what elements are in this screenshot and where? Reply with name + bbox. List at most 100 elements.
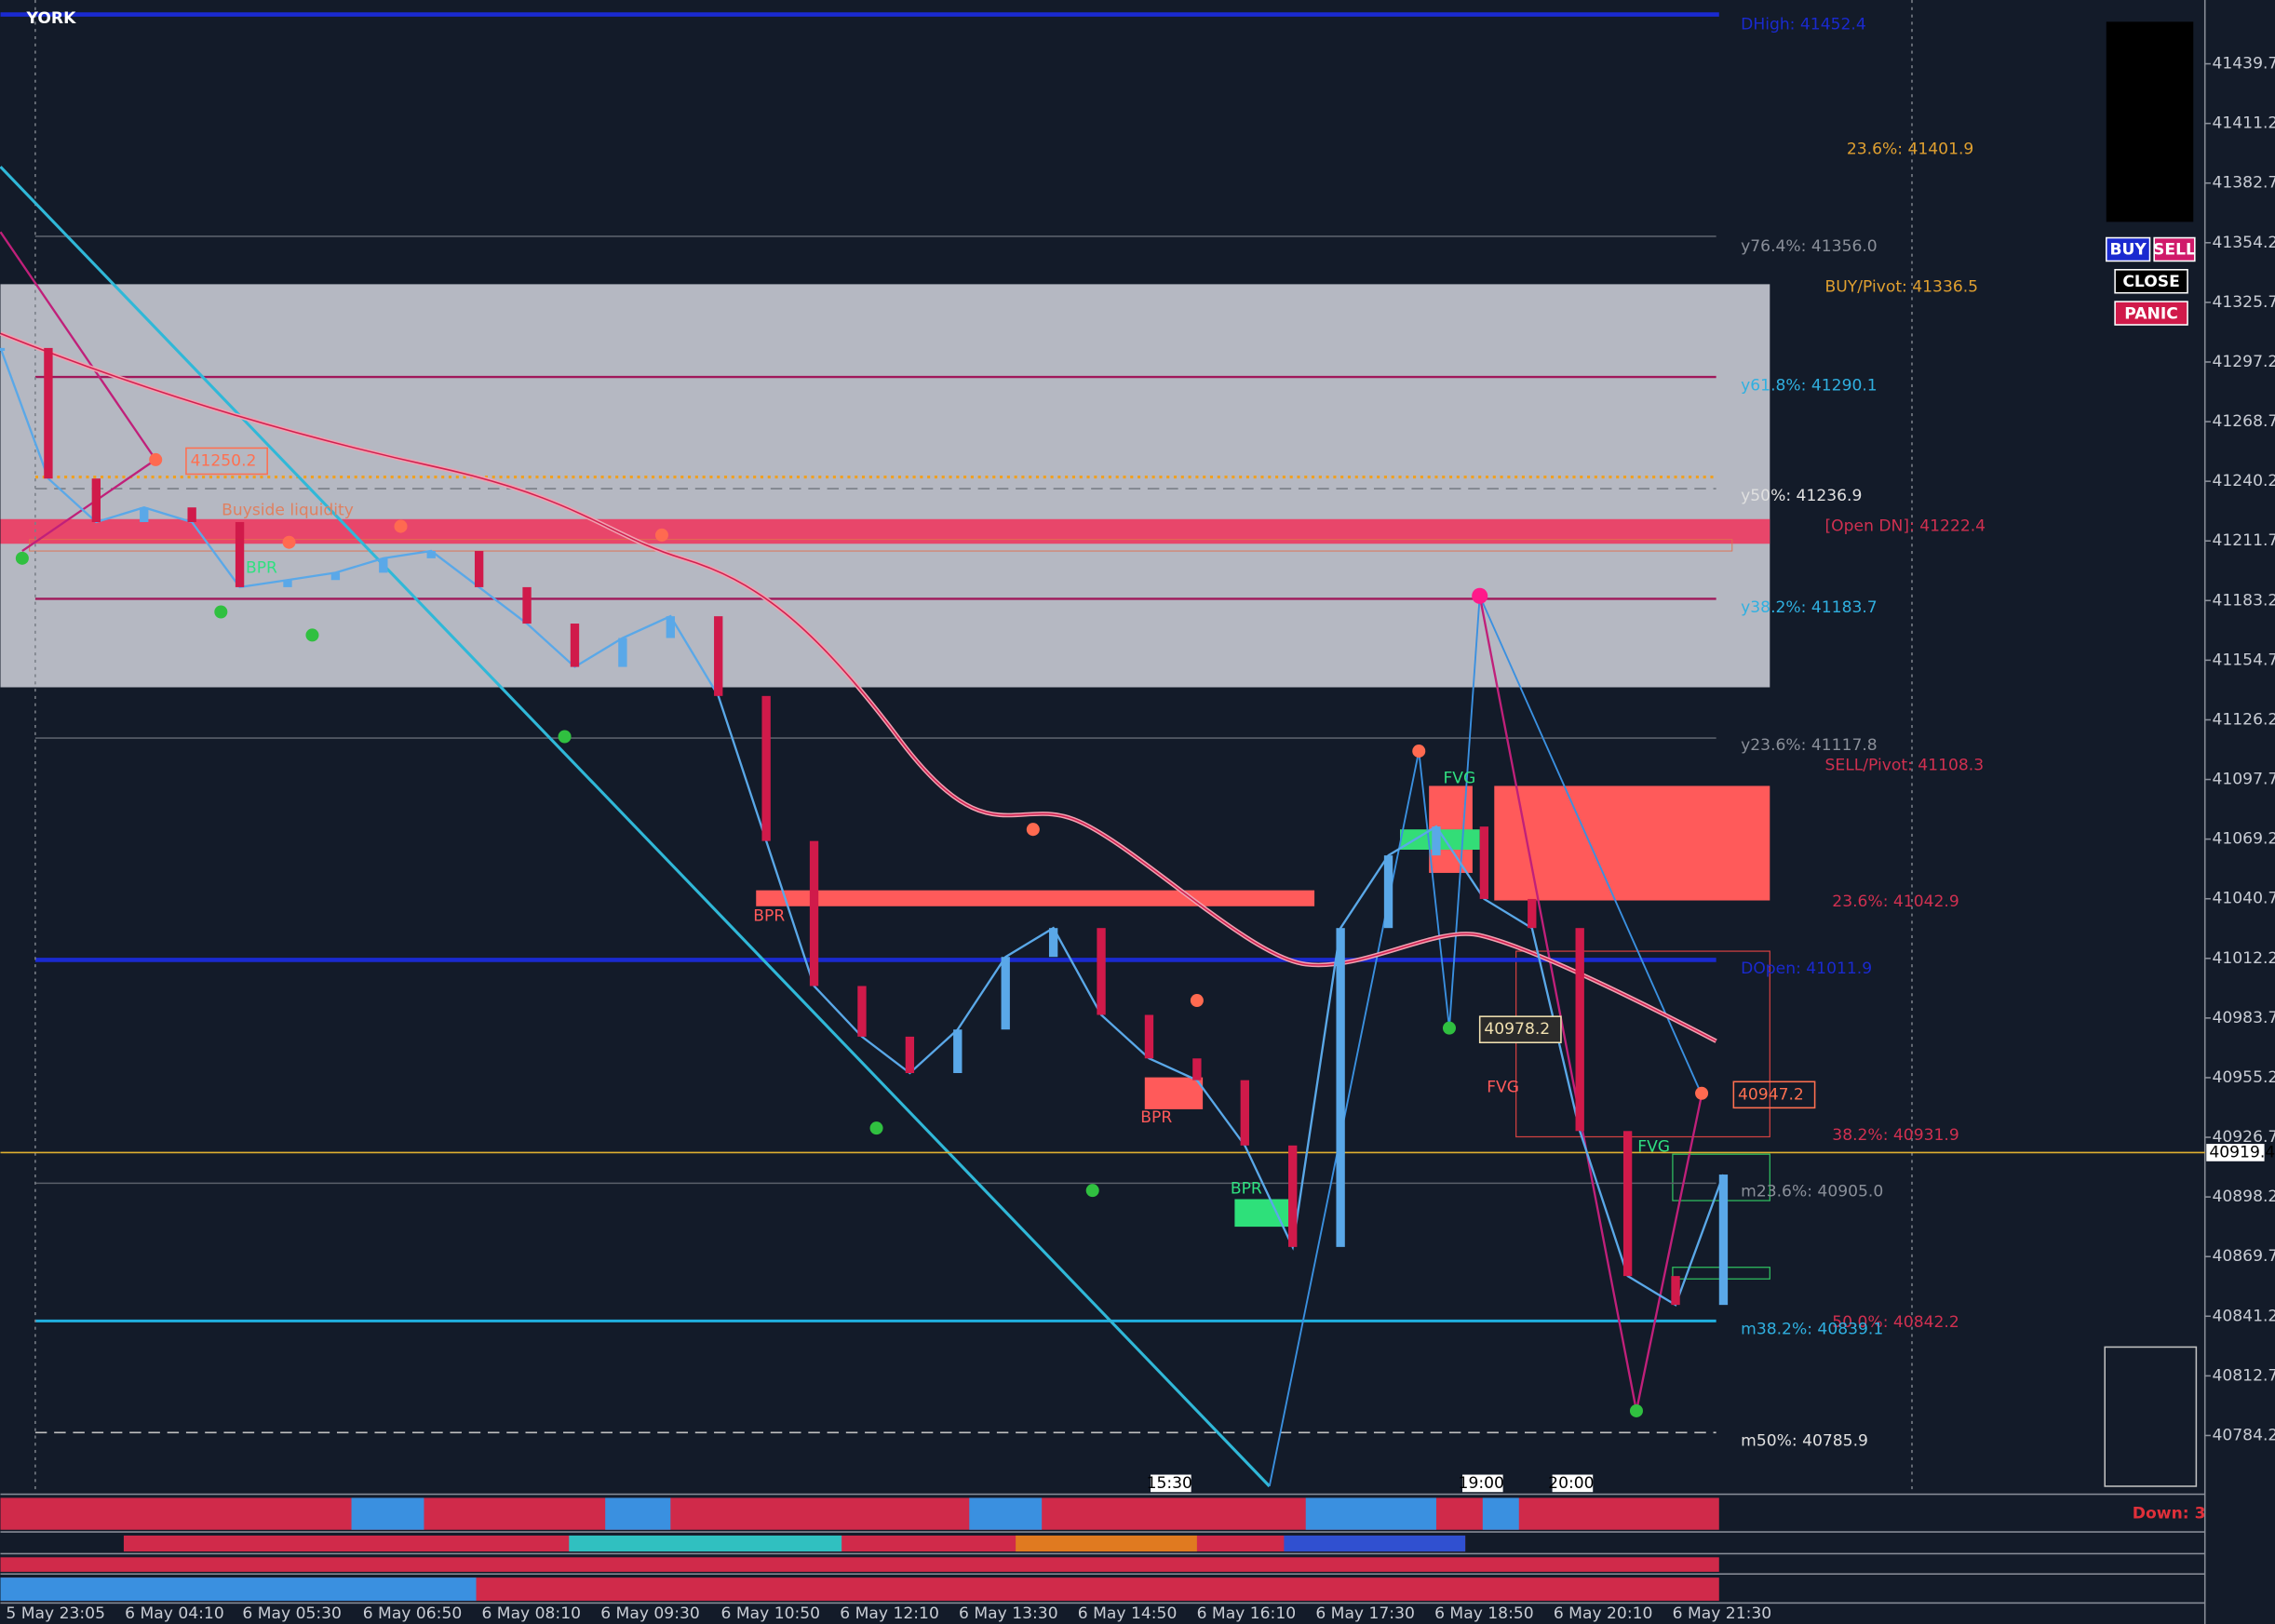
indicator-panel	[0, 1493, 2205, 1604]
level-label: y76.4%: 41356.0	[1741, 237, 1878, 256]
x-tick-label: 6 May 13:30	[959, 1604, 1058, 1623]
current-price: 40919.4	[2209, 1143, 2275, 1161]
candle	[1192, 1058, 1202, 1080]
y-tick-label: 41297.2	[2213, 353, 2275, 371]
candle	[1048, 928, 1058, 958]
candle	[666, 616, 675, 638]
button-label[interactable]: CLOSE	[2122, 273, 2179, 291]
candle	[1479, 826, 1489, 899]
trend-strip	[1482, 1497, 1519, 1530]
candle	[187, 507, 196, 522]
pivot-high	[282, 535, 296, 549]
x-tick-label: 6 May 14:50	[1078, 1604, 1178, 1623]
candle	[1383, 855, 1393, 929]
time-flag-label: 19:00	[1459, 1474, 1504, 1493]
pivot-low	[15, 551, 29, 565]
level-label: 50.0%: 40842.2	[1832, 1313, 1959, 1332]
zone-label: FVG	[1637, 1137, 1670, 1156]
level-label: [Open DN]: 41222.4	[1825, 517, 1986, 536]
button-label[interactable]: SELL	[2153, 241, 2196, 260]
trend-strip	[0, 1577, 477, 1602]
trend-strip	[0, 1497, 1719, 1530]
button-label[interactable]: BUY	[2109, 241, 2147, 260]
candle	[1336, 928, 1345, 1247]
candle	[1622, 1131, 1633, 1277]
candle	[809, 840, 819, 986]
y-tick-label: 40955.2	[2213, 1068, 2275, 1087]
button[interactable]: PANIC	[2114, 301, 2188, 326]
level-label: DOpen: 41011.9	[1741, 960, 1872, 978]
candle	[379, 557, 388, 573]
candle	[1144, 1014, 1154, 1059]
candle	[1528, 898, 1537, 929]
panel-border	[0, 1602, 2205, 1604]
panel-border	[0, 1573, 2205, 1576]
button-face[interactable]	[2114, 269, 2188, 294]
level-label: y23.6%: 41117.8	[1741, 736, 1878, 755]
pivot-high	[149, 452, 163, 466]
zone-label: BPR	[1231, 1180, 1262, 1199]
trend-strip	[969, 1497, 1043, 1530]
y-tick-label: 41069.2	[2213, 830, 2275, 849]
y-tick-label: 41097.7	[2213, 771, 2275, 789]
range-box	[1515, 950, 1770, 1138]
y-tick-label: 40983.7	[2213, 1009, 2275, 1027]
candle	[1097, 928, 1106, 1015]
pivot-low	[1442, 1021, 1456, 1035]
trend-strip	[351, 1497, 424, 1530]
x-tick-label: 6 May 20:10	[1554, 1604, 1653, 1623]
button-label[interactable]: PANIC	[2124, 304, 2178, 323]
pivot-high	[654, 528, 668, 542]
pivot-dots	[15, 452, 1709, 1417]
pivot-low	[558, 730, 572, 744]
y-tick-label: 40898.2	[2213, 1188, 2275, 1206]
bpr-zone	[756, 890, 1315, 906]
candle	[283, 580, 292, 587]
time-flag-label: 15:30	[1147, 1474, 1192, 1493]
level-label: BUY/Pivot: 41336.5	[1825, 277, 1979, 296]
pivot-high	[394, 519, 408, 533]
level-label: m50%: 40785.9	[1741, 1432, 1868, 1451]
pivot-high	[1026, 823, 1040, 837]
trend-strip	[1305, 1497, 1436, 1530]
candle	[761, 695, 771, 841]
candle	[474, 551, 484, 587]
price-marker: 40947.2	[1738, 1085, 1804, 1104]
zone-label: FVG	[1487, 1079, 1519, 1097]
bear-zone	[1494, 785, 1770, 901]
x-tick-label: 6 May 16:10	[1197, 1604, 1297, 1623]
candle	[905, 1036, 915, 1074]
price-marker-box	[185, 447, 268, 476]
panel-border	[0, 1552, 2205, 1555]
status: Down: 3	[2133, 1505, 2206, 1523]
time-flag-label: 20:00	[1548, 1474, 1594, 1493]
zone-label: Buyside liquidity	[222, 501, 354, 519]
y-tick-label: 41354.2	[2213, 234, 2275, 252]
trendline	[0, 166, 1271, 1488]
pivot-high	[1190, 994, 1204, 1008]
button-face[interactable]	[2105, 236, 2151, 262]
x-tick-label: 6 May 09:30	[600, 1604, 700, 1623]
button[interactable]: SELL	[2153, 236, 2196, 262]
info-panel	[2106, 21, 2194, 222]
level-label: m23.6%: 40905.0	[1741, 1183, 1883, 1201]
candle	[1432, 826, 1441, 856]
y-tick-label: 41411.2	[2213, 114, 2275, 133]
y-tick-label: 40812.7	[2213, 1366, 2275, 1385]
button[interactable]: BUY	[2105, 236, 2151, 262]
y-tick-label: 41382.7	[2213, 174, 2275, 193]
candle	[91, 478, 101, 522]
x-tick-label: 6 May 04:10	[125, 1604, 224, 1623]
candle	[1671, 1276, 1680, 1306]
trend-strip	[605, 1497, 671, 1530]
candle	[714, 616, 723, 696]
supply-zone	[0, 518, 1770, 544]
button[interactable]: CLOSE	[2114, 269, 2188, 294]
y-tick-label: 40926.7	[2213, 1128, 2275, 1147]
y-tick-label: 41154.7	[2213, 651, 2275, 669]
session-name: YORK	[26, 9, 77, 28]
button-face[interactable]	[2153, 236, 2196, 262]
level-label: 23.6%: 41042.9	[1832, 893, 1959, 911]
button-face[interactable]	[2114, 301, 2188, 326]
bpr-zone	[1144, 1077, 1204, 1109]
